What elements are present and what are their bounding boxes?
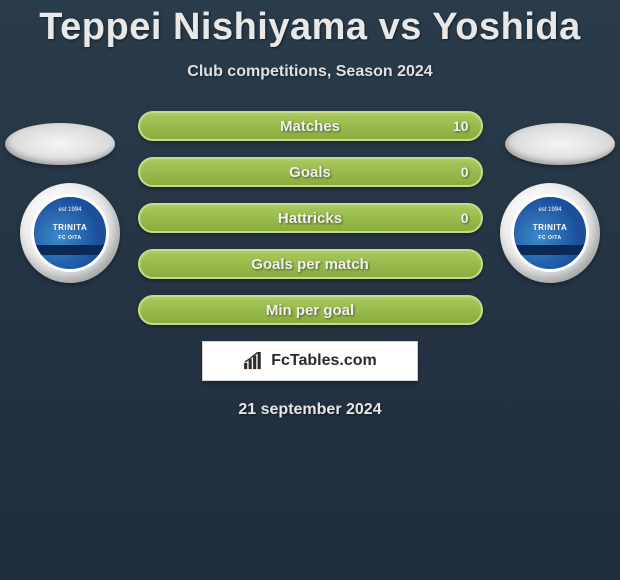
site-badge[interactable]: FcTables.com <box>202 341 418 381</box>
club-badge-left: est 1994 TRINITAFC OITA <box>20 183 120 283</box>
stat-row-hattricks: Hattricks 0 <box>138 203 483 233</box>
stats-list: Matches 10 Goals 0 Hattricks 0 Goals per… <box>138 111 483 325</box>
club-est-label: est 1994 <box>538 207 561 213</box>
stat-label: Goals per match <box>251 256 369 273</box>
stat-row-matches: Matches 10 <box>138 111 483 141</box>
stat-row-min-per-goal: Min per goal <box>138 295 483 325</box>
chart-bars-icon <box>243 352 265 370</box>
stat-right-value: 0 <box>461 210 469 226</box>
comparison-card: est 1994 TRINITAFC OITA est 1994 TRINITA… <box>0 111 620 419</box>
page-title: Teppei Nishiyama vs Yoshida <box>0 0 620 49</box>
club-badge-right: est 1994 TRINITAFC OITA <box>500 183 600 283</box>
stat-row-goals-per-match: Goals per match <box>138 249 483 279</box>
stat-right-value: 10 <box>453 118 469 134</box>
player-silhouette-left <box>5 123 115 165</box>
site-name: FcTables.com <box>271 352 377 370</box>
subtitle: Club competitions, Season 2024 <box>0 63 620 81</box>
club-est-label: est 1994 <box>58 207 81 213</box>
stat-label: Hattricks <box>278 210 342 227</box>
date-label: 21 september 2024 <box>0 401 620 419</box>
stat-right-value: 0 <box>461 164 469 180</box>
club-crest-icon: est 1994 TRINITAFC OITA <box>31 194 109 272</box>
stat-row-goals: Goals 0 <box>138 157 483 187</box>
stat-label: Matches <box>280 118 340 135</box>
club-crest-icon: est 1994 TRINITAFC OITA <box>511 194 589 272</box>
stat-label: Goals <box>289 164 331 181</box>
club-name: TRINITAFC OITA <box>53 224 87 242</box>
stat-label: Min per goal <box>266 302 354 319</box>
club-name: TRINITAFC OITA <box>533 224 567 242</box>
player-silhouette-right <box>505 123 615 165</box>
